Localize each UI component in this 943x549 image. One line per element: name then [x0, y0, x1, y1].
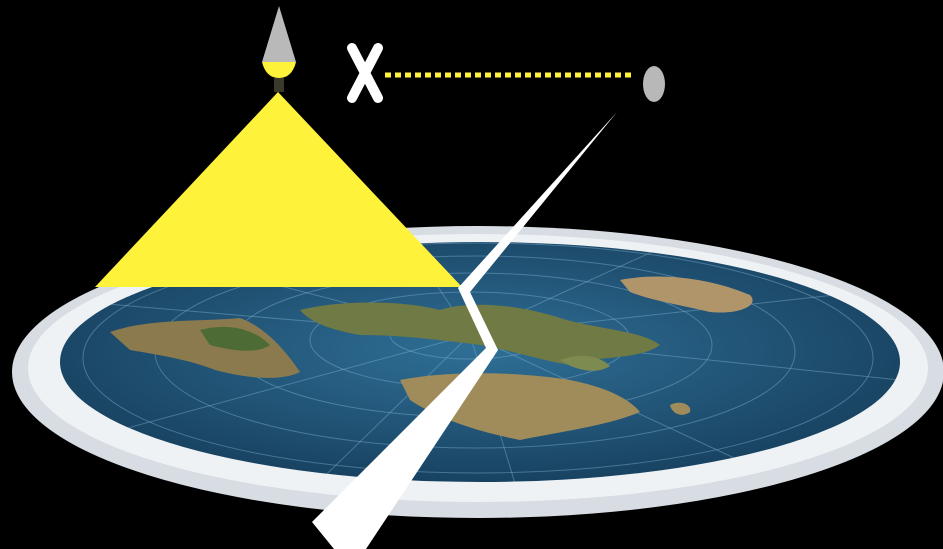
pointer: [312, 112, 617, 549]
spotlight: [262, 6, 296, 92]
light-cone: [95, 92, 462, 287]
moon: [643, 66, 665, 102]
x-mark: [347, 43, 383, 103]
